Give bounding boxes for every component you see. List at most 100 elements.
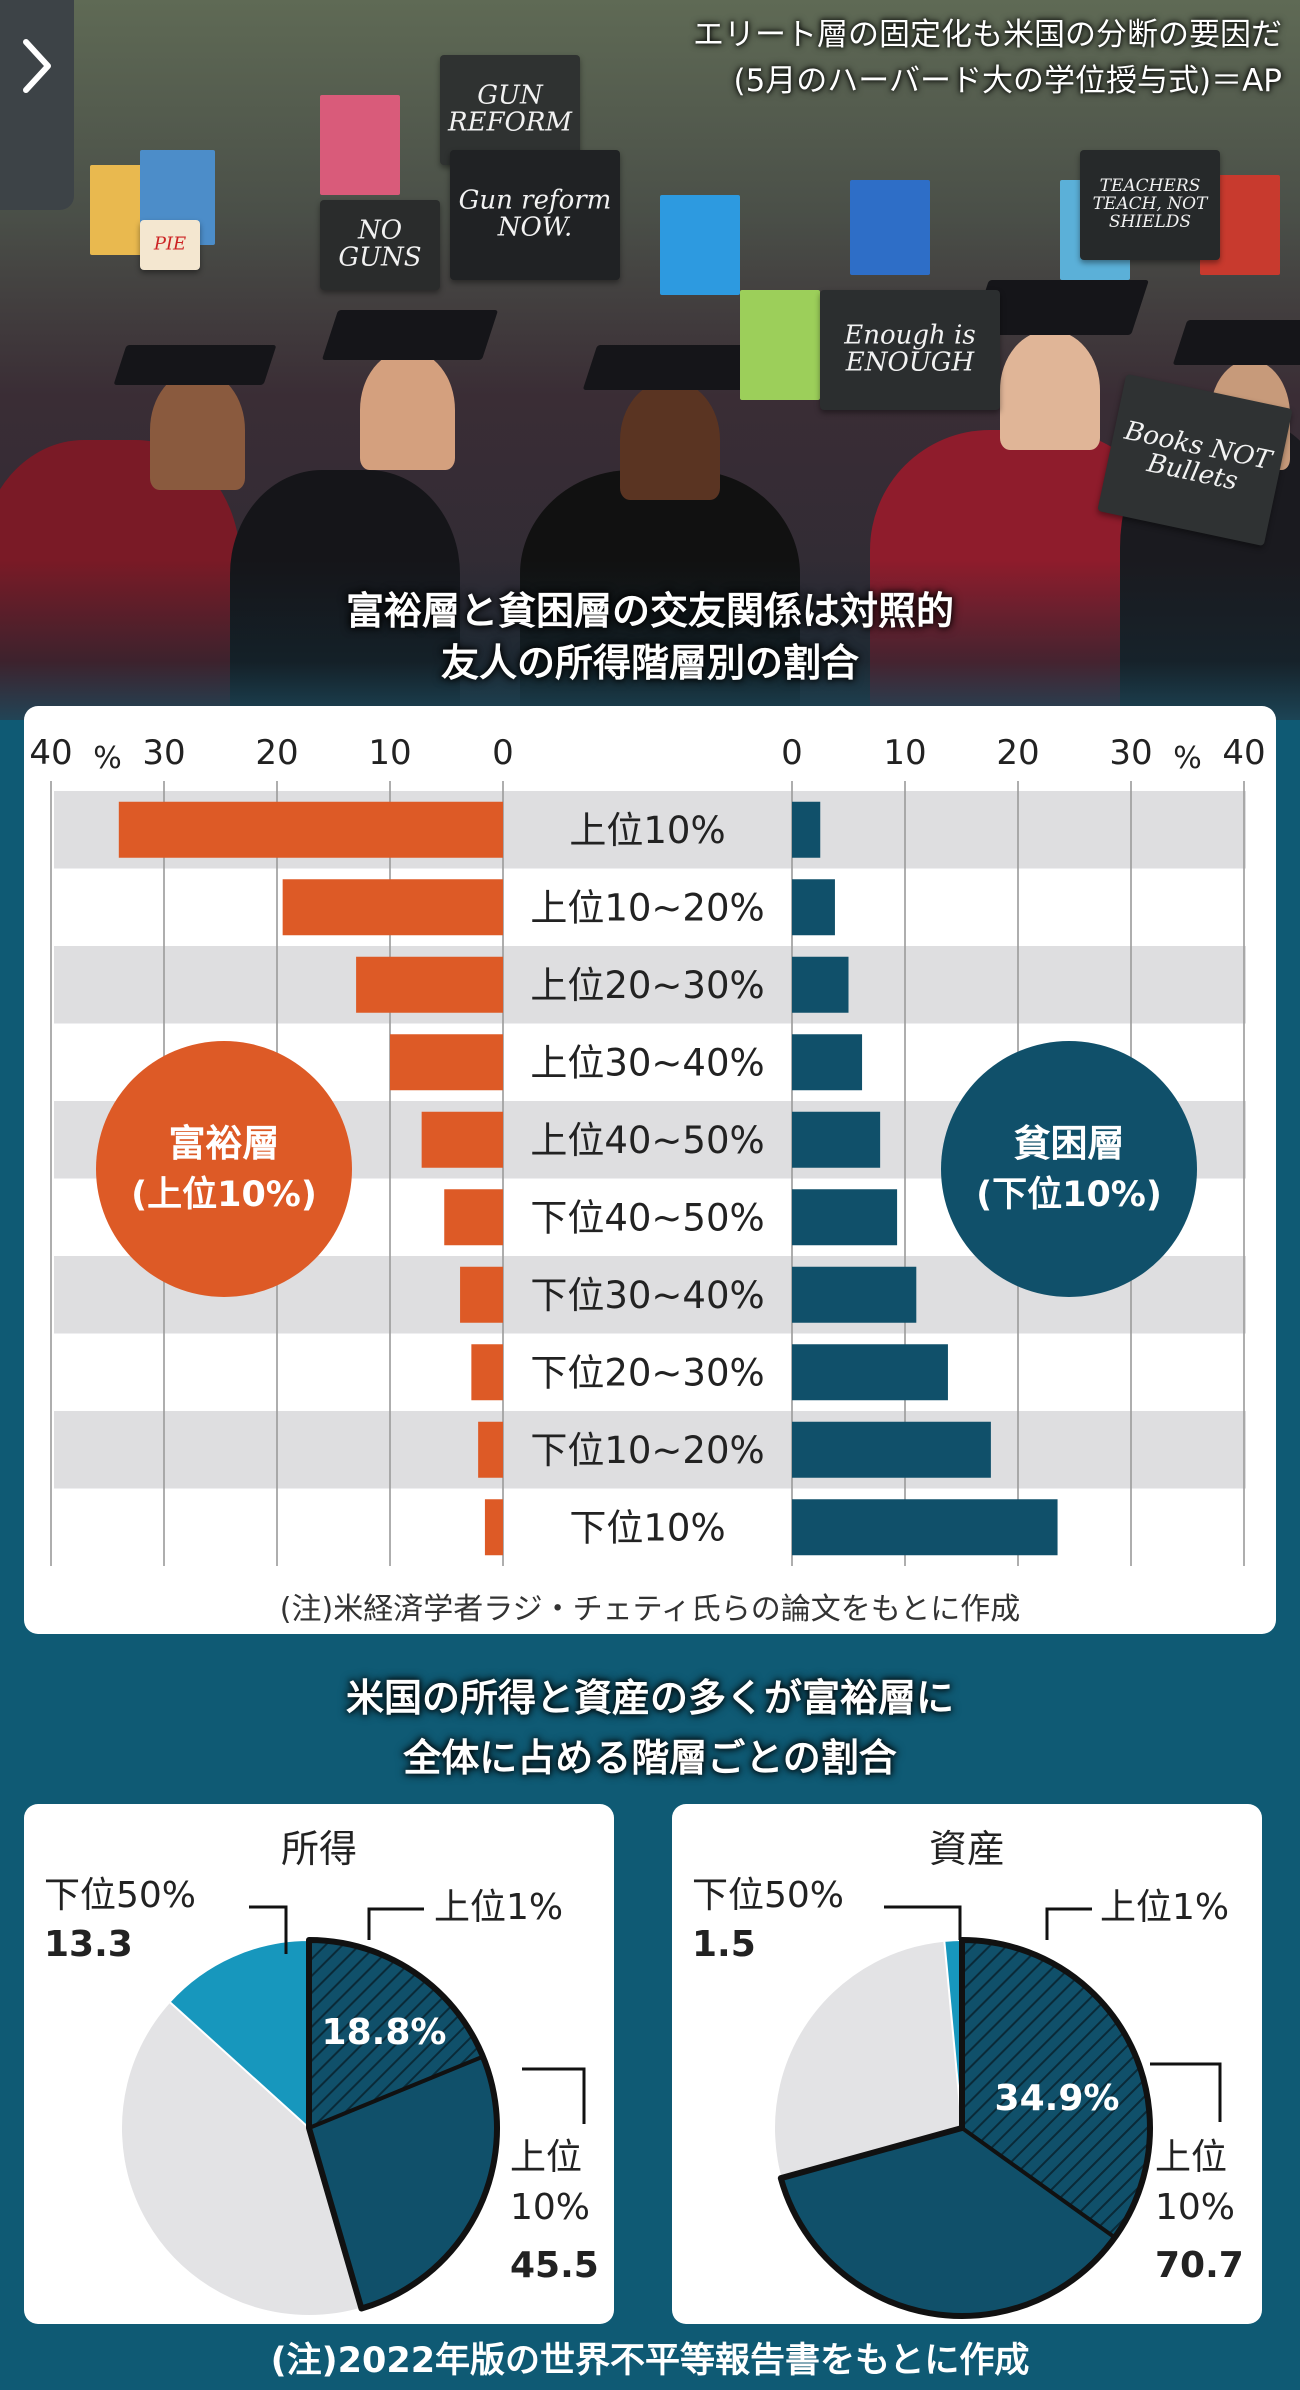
category-label: 上位30~40% [530,1041,764,1084]
label-top1: 上位1% [1100,1887,1229,1928]
sign-text: NO GUNS [338,215,422,273]
bar-poor [792,1111,881,1168]
pie-slice-bottom50 [168,1938,311,2131]
legend-rich-sublabel: (上位10%) [131,1175,317,1215]
sign-text: TEACHERS TEACH, NOT SHIELDS [1092,176,1208,232]
label-top10-line2: 10% [510,2187,590,2228]
bar-poor [792,1421,991,1478]
category-label: 下位40~50% [530,1196,764,1239]
bar-rich [282,879,503,936]
bar-rich [390,1034,503,1091]
row-stripe [54,946,1246,1024]
pie-top10-outline [777,1937,1153,2319]
bar-rich [478,1421,503,1478]
income-pie-panel: 所得 18.8% 上位1% 上位 10% 45.5 下位50% 13.3 [24,1804,614,2324]
category-label: 下位30~40% [530,1274,764,1317]
chart2-note: (注)2022年版の世界不平等報告書をもとに作成 [270,2341,1030,2381]
leader-line [1150,2062,1222,2122]
unit-label: % [93,741,122,776]
bar-rich [421,1111,503,1168]
tick-label: 30 [1109,733,1152,773]
income-pie-svg: 18.8% 上位1% 上位 10% 45.5 下位50% 13.3 [44,1875,599,2317]
tick-label: 0 [781,733,803,773]
bar-poor [792,956,849,1013]
tick-label: 10 [883,733,926,773]
pie-title-income: 所得 [280,1827,357,1871]
tick-label: 10 [368,733,411,773]
label-top10-line2: 10% [1155,2187,1235,2228]
bar-poor [792,1266,917,1323]
bar-poor [792,1499,1058,1556]
category-label: 下位10~20% [530,1429,764,1472]
pie-title-wealth: 資産 [928,1827,1005,1871]
bar-rich [460,1266,503,1323]
legend-poor-label: 貧困層 [1014,1122,1125,1165]
value-top10: 45.5 [510,2245,599,2286]
legend-poor-circle [941,1041,1197,1297]
bar-poor [792,1034,863,1091]
chart1-subtitle: 友人の所得階層別の割合 [440,641,859,685]
tick-label: 20 [255,733,298,773]
sign-text: Gun reform NOW. [458,185,612,243]
chevron-right-icon [23,39,51,93]
bar-poor [792,879,835,936]
tick-label: 20 [996,733,1039,773]
value-top10: 70.7 [1155,2245,1244,2286]
bar-chart-svg: 40 30 20 10 0 0 10 20 30 40% % 上位10% 上位10~20% 上位20~30… [29,733,1266,1566]
tick-label: 40 [1222,733,1265,773]
category-label: 下位20~30% [530,1351,764,1394]
unit-label: % [1173,741,1202,776]
caption-line-2: (5月のハーバード大の学位授与式)＝AP [733,63,1282,99]
category-label: 下位10% [569,1506,725,1549]
chart1-title: 富裕層と貧困層の交友関係は対照的 [345,589,954,633]
category-label: 上位20~30% [530,964,764,1007]
chart2-subtitle: 全体に占める階層ごとの割合 [403,1736,897,1780]
leader-line [249,1905,288,1954]
bar-rich [356,956,503,1013]
label-top10-line1: 上位 [1155,2137,1227,2178]
category-label: 上位40~50% [530,1119,764,1162]
sign-text: GUN REFORM [447,80,573,138]
category-label: 上位10% [569,809,725,852]
bar-rich [471,1344,503,1401]
friendship-bar-chart: 40 30 20 10 0 0 10 20 30 40%% 上位10% 上位10~20% 上位20~30… [24,706,1276,1634]
bar-poor [792,801,821,858]
label-top1: 上位1% [434,1887,563,1928]
bar-rich [444,1189,503,1246]
leader-line [522,2067,586,2124]
caption-line-1: エリート層の固定化も米国の分断の要因だ [693,17,1282,53]
pie-value-top1: 18.8% [322,2012,447,2053]
bar-poor [792,1189,898,1246]
pie-divider [960,2126,1116,2240]
sign-text: Books NOT Bullets [1121,415,1275,497]
photo-caption: エリート層の固定化も米国の分断の要因だ (5月のハーバード大の学位授与式)＝AP [693,12,1282,104]
chart1-note: (注)米経済学者ラジ・チェティ氏らの論文をもとに作成 [279,1592,1021,1627]
bar-rich [118,801,504,858]
leader-line [884,1905,962,1940]
tick-label: 40 [29,733,72,773]
label-bottom50: 下位50% [44,1875,196,1916]
label-top10-line1: 上位 [510,2137,582,2178]
wealth-pie-panel: 資産 34.9% 上位1% 上位 10% 70.7 下位50% 1.5 [672,1804,1262,2324]
bar-rich [484,1499,503,1556]
value-bottom50: 1.5 [692,1924,756,1965]
category-label: 上位10~20% [530,886,764,929]
row-stripe [54,1411,1246,1489]
sign-text: Enough is ENOUGH [844,320,976,378]
next-button[interactable] [0,0,74,210]
label-bottom50: 下位50% [692,1875,844,1916]
pie-top10-outline [306,1937,500,2312]
bar-poor [792,1344,948,1401]
legend-poor-sublabel: (下位10%) [976,1175,1162,1215]
pie-value-top1: 34.9% [995,2078,1120,2119]
sign-text: PIE [153,233,187,255]
legend-rich-circle [96,1041,352,1297]
tick-label: 0 [492,733,514,773]
wealth-pie-svg: 34.9% 上位1% 上位 10% 70.7 下位50% 1.5 [692,1875,1244,2319]
leader-line [367,1907,424,1940]
graduation-photo: GUN REFORM Gun reform NOW. NO GUNS Enoug… [0,0,1300,720]
leader-line [1045,1907,1092,1940]
tick-label: 30 [142,733,185,773]
pie-divider [308,2054,484,2130]
legend-rich-label: 富裕層 [169,1122,280,1165]
